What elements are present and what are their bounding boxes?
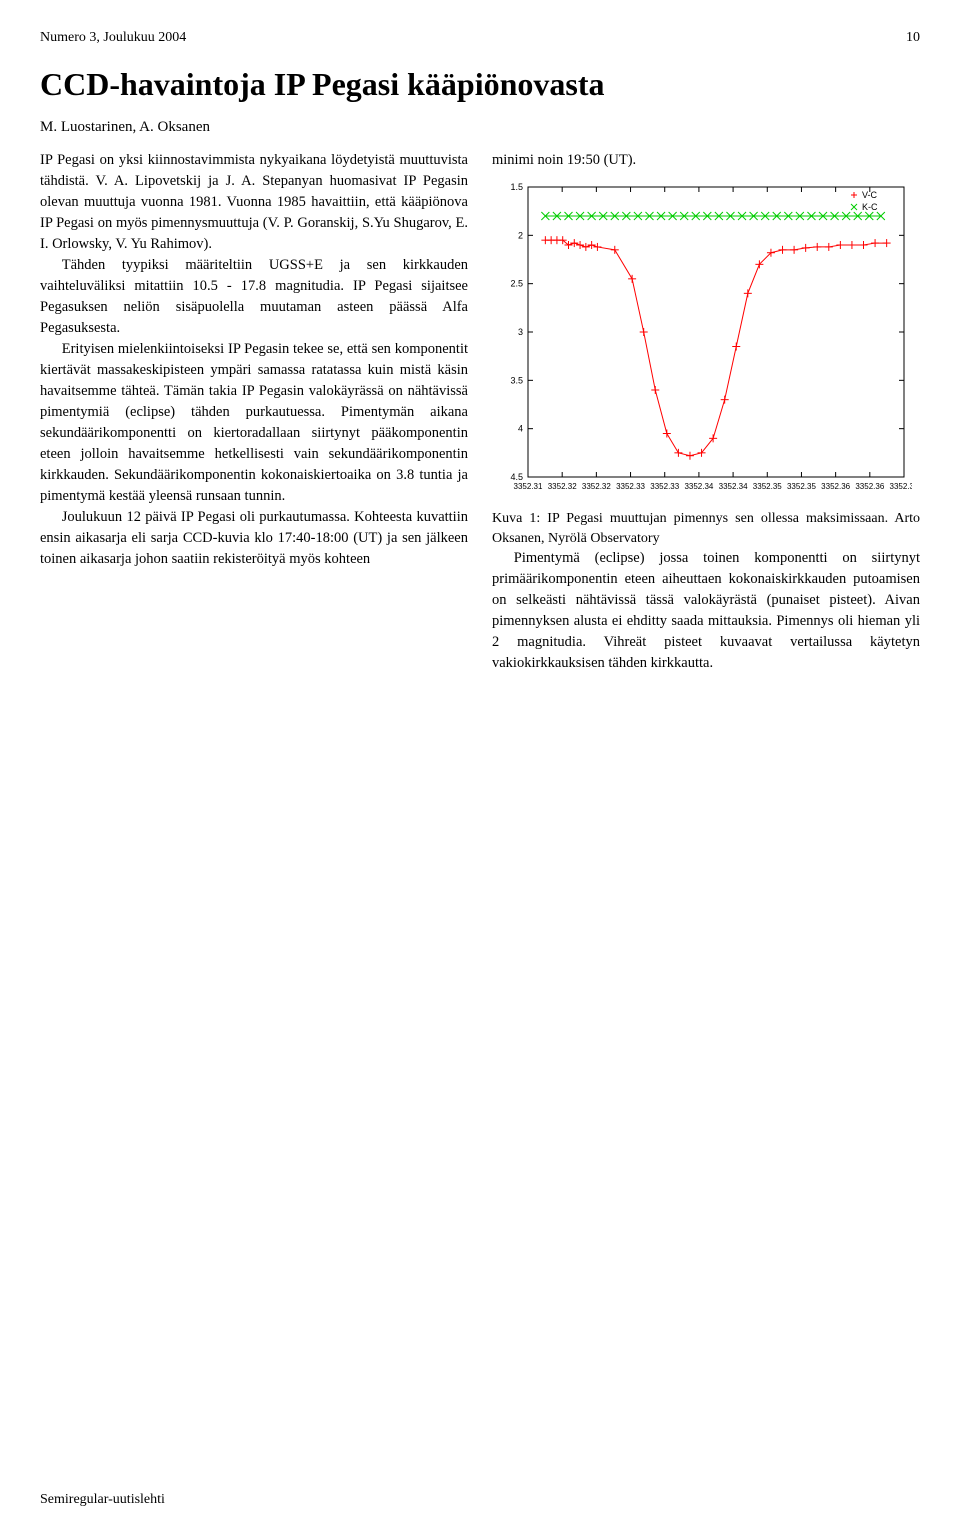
svg-text:4.5: 4.5 bbox=[510, 472, 523, 482]
svg-text:3.5: 3.5 bbox=[510, 375, 523, 385]
paragraph: IP Pegasi on yksi kiinnostavimmista nyky… bbox=[40, 150, 468, 255]
light-curve-chart: 1.5 2 2.5 3 3.5 4 4.53352.31 3352.32 3352.32 3352… bbox=[492, 179, 920, 499]
article-authors: M. Luostarinen, A. Oksanen bbox=[40, 119, 920, 136]
svg-text:2.5: 2.5 bbox=[510, 279, 523, 289]
svg-text:3352.33: 3352.33 bbox=[616, 482, 645, 491]
svg-text:3: 3 bbox=[518, 327, 523, 337]
svg-text:3352.35: 3352.35 bbox=[787, 482, 816, 491]
page-header: Numero 3, Joulukuu 2004 10 bbox=[40, 30, 920, 46]
paragraph: Erityisen mielenkiintoiseksi IP Pegasin … bbox=[40, 339, 468, 507]
svg-text:3352.36: 3352.36 bbox=[821, 482, 850, 491]
left-column: IP Pegasi on yksi kiinnostavimmista nyky… bbox=[40, 150, 468, 674]
chart-svg: 1.5 2 2.5 3 3.5 4 4.53352.31 3352.32 3352.32 3352… bbox=[492, 179, 912, 499]
paragraph: Tähden tyypiksi määriteltiin UGSS+E ja s… bbox=[40, 255, 468, 339]
svg-text:3352.35: 3352.35 bbox=[753, 482, 782, 491]
svg-text:3352.32: 3352.32 bbox=[582, 482, 611, 491]
svg-text:4: 4 bbox=[518, 424, 523, 434]
paragraph: Joulukuun 12 päivä IP Pegasi oli purkaut… bbox=[40, 507, 468, 570]
issue-label: Numero 3, Joulukuu 2004 bbox=[40, 30, 186, 46]
svg-text:3352.34: 3352.34 bbox=[719, 482, 748, 491]
paragraph: minimi noin 19:50 (UT). bbox=[492, 150, 920, 171]
svg-text:3352.34: 3352.34 bbox=[684, 482, 713, 491]
svg-text:2: 2 bbox=[518, 230, 523, 240]
page-number: 10 bbox=[906, 30, 920, 46]
svg-text:3352.36: 3352.36 bbox=[855, 482, 884, 491]
svg-text:K-C: K-C bbox=[862, 202, 878, 212]
svg-text:1.5: 1.5 bbox=[510, 182, 523, 192]
article-title: CCD-havaintoja IP Pegasi kääpiönovasta bbox=[40, 66, 920, 103]
paragraph: Pimentymä (eclipse) jossa toinen kompone… bbox=[492, 548, 920, 674]
article-columns: IP Pegasi on yksi kiinnostavimmista nyky… bbox=[40, 150, 920, 674]
svg-text:3352.32: 3352.32 bbox=[548, 482, 577, 491]
svg-text:3352.31: 3352.31 bbox=[514, 482, 543, 491]
page-footer: Semiregular-uutislehti bbox=[40, 1492, 165, 1508]
right-column: minimi noin 19:50 (UT). 1.522.533.544.53… bbox=[492, 150, 920, 674]
svg-text:V-C: V-C bbox=[862, 190, 878, 200]
figure-caption: Kuva 1: IP Pegasi muuttujan pimennys sen… bbox=[492, 509, 920, 548]
svg-text:3352.37: 3352.37 bbox=[890, 482, 912, 491]
svg-text:3352.33: 3352.33 bbox=[650, 482, 679, 491]
